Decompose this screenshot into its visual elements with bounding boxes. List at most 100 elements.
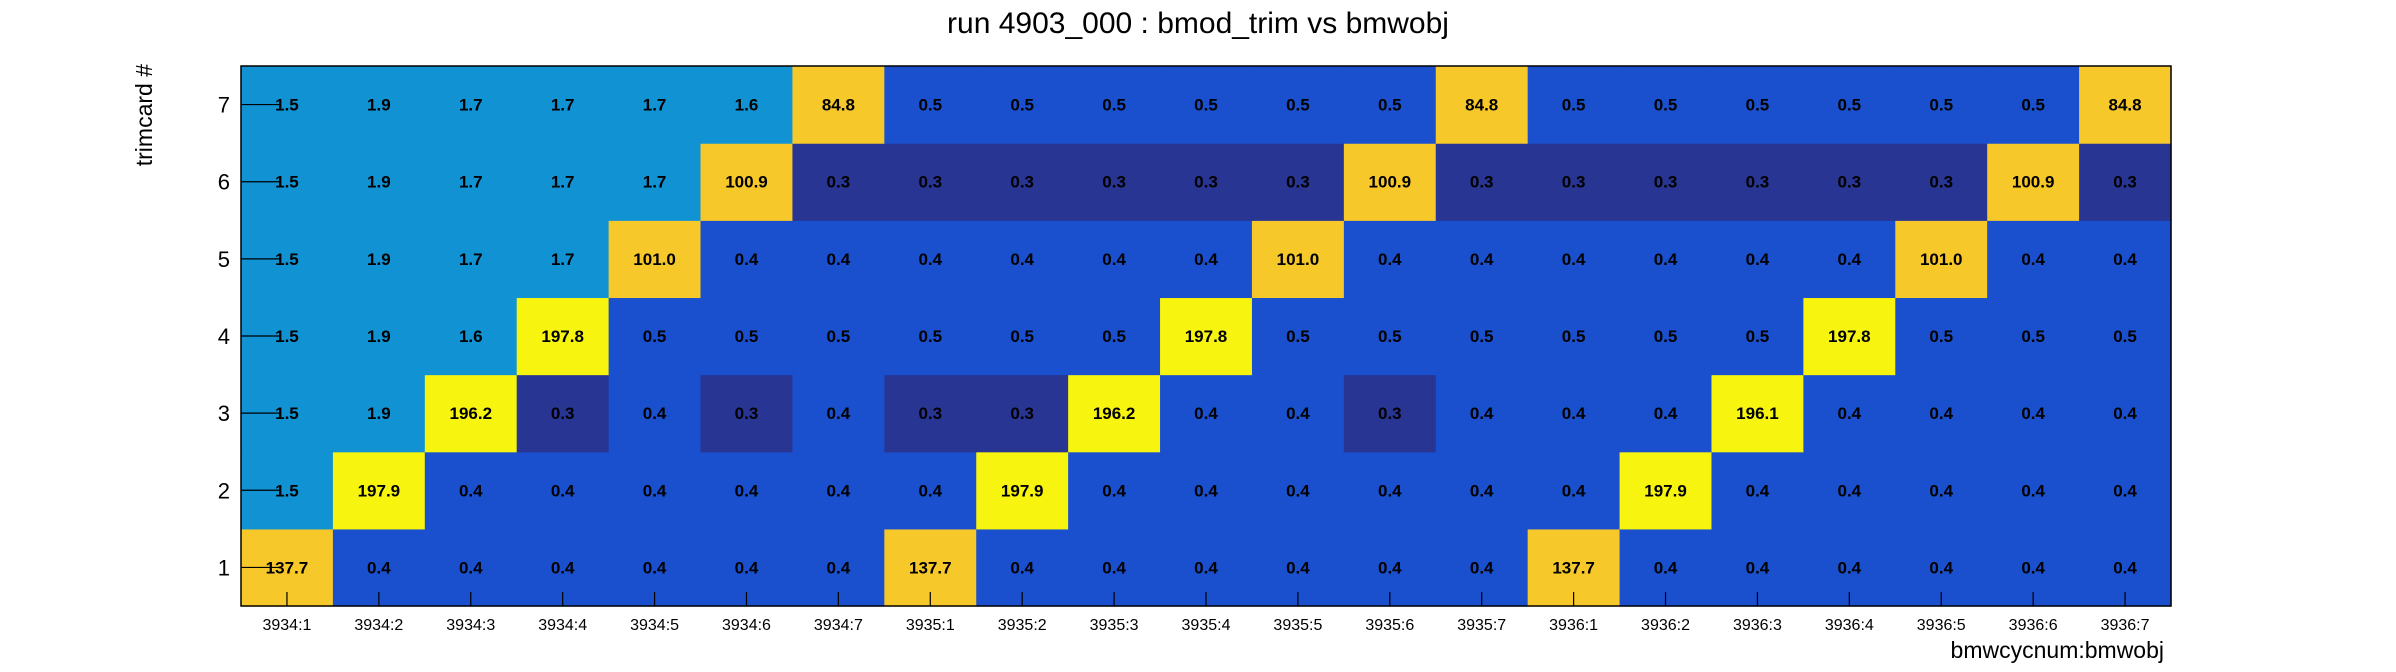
cell-value-label: 0.4	[827, 558, 851, 577]
y-tick-label: 7	[218, 93, 230, 118]
cell-value-label: 0.5	[918, 96, 942, 115]
cell-value-label: 0.4	[1838, 558, 1862, 577]
cell-value-label: 0.4	[367, 558, 391, 577]
heatmap-cell	[424, 66, 518, 144]
heatmap-cell	[1527, 297, 1621, 376]
cell-value-label: 0.4	[1378, 558, 1402, 577]
x-tick-label: 3935:6	[1365, 617, 1414, 634]
heatmap-cell	[1251, 220, 1345, 299]
cell-value-label: 1.5	[275, 404, 299, 423]
heatmap-cell	[1619, 451, 1713, 530]
cell-value-label: 0.5	[735, 327, 759, 346]
heatmap-cell	[1803, 143, 1896, 221]
x-tick-label: 3935:1	[906, 617, 955, 634]
cell-value-label: 1.7	[551, 96, 575, 115]
heatmap-cell	[332, 66, 426, 144]
cell-value-label: 0.3	[1654, 173, 1678, 192]
cell-value-label: 0.3	[1838, 173, 1862, 192]
cell-value-label: 1.6	[459, 327, 483, 346]
heatmap-cell	[1435, 297, 1529, 376]
cell-value-label: 0.5	[827, 327, 851, 346]
cell-value-label: 0.4	[1470, 404, 1494, 423]
x-tick-label: 3934:5	[630, 617, 679, 634]
heatmap-cell	[884, 451, 977, 530]
heatmap-cell	[1527, 220, 1621, 299]
heatmap-cell	[1160, 143, 1253, 221]
cell-value-label: 0.4	[2113, 481, 2137, 500]
cell-value-label: 0.3	[1929, 173, 1953, 192]
heatmap-cell	[1160, 220, 1253, 299]
cell-value-label: 0.4	[1838, 250, 1862, 269]
heatmap-cell	[608, 220, 702, 299]
cell-value-label: 84.8	[2109, 96, 2142, 115]
cell-value-label: 0.3	[1194, 173, 1218, 192]
heatmap-cell	[1527, 66, 1621, 144]
heatmap-cell	[884, 374, 977, 453]
cell-value-label: 0.4	[643, 404, 667, 423]
heatmap-cell	[1068, 374, 1161, 453]
cell-value-label: 84.8	[822, 96, 855, 115]
cell-value-label: 0.4	[1286, 558, 1310, 577]
cell-value-label: 0.4	[2021, 404, 2045, 423]
heatmap-cell	[1343, 220, 1437, 299]
x-tick-label: 3935:7	[1457, 617, 1506, 634]
heatmap-cell	[332, 220, 426, 299]
heatmap-cell	[1987, 143, 2080, 221]
cell-value-label: 1.7	[459, 250, 483, 269]
heatmap-cell	[1160, 66, 1253, 144]
cell-value-label: 0.5	[2113, 327, 2137, 346]
cell-value-label: 0.5	[1194, 96, 1218, 115]
heatmap-cell	[1895, 220, 1988, 299]
x-tick-label: 3935:3	[1090, 617, 1139, 634]
heatmap-cell	[1343, 66, 1437, 144]
cell-value-label: 197.9	[1001, 481, 1044, 500]
heatmap-cell	[424, 220, 518, 299]
cell-value-label: 0.3	[1010, 404, 1034, 423]
heatmap-cell	[424, 451, 518, 530]
heatmap-cell	[1251, 66, 1345, 144]
cell-value-label: 0.4	[2021, 250, 2045, 269]
cell-value-label: 0.4	[918, 250, 942, 269]
heatmap-cell	[1803, 374, 1896, 453]
heatmap-cell	[1803, 297, 1896, 376]
heatmap-cell	[700, 297, 794, 376]
x-tick-label: 3936:3	[1733, 617, 1782, 634]
heatmap-cell	[1068, 143, 1161, 221]
cell-value-label: 0.4	[1746, 558, 1770, 577]
cell-value-label: 1.9	[367, 96, 391, 115]
heatmap-cell	[792, 374, 885, 453]
cell-value-label: 1.5	[275, 173, 299, 192]
heatmap-cell	[424, 143, 518, 221]
cell-value-label: 0.4	[2021, 481, 2045, 500]
heatmap-cell	[1527, 374, 1621, 453]
cell-value-label: 0.3	[1010, 173, 1034, 192]
cell-value-label: 0.4	[643, 558, 667, 577]
heatmap-cell	[1895, 66, 1988, 144]
cell-value-label: 0.5	[1746, 96, 1770, 115]
cell-value-label: 0.5	[1746, 327, 1770, 346]
cell-value-label: 197.8	[541, 327, 584, 346]
cell-value-label: 1.6	[735, 96, 759, 115]
cell-value-label: 0.4	[459, 481, 483, 500]
heatmap-cell	[1803, 451, 1896, 530]
cell-value-label: 0.4	[1286, 481, 1310, 500]
x-tick-label: 3936:7	[2101, 617, 2150, 634]
x-tick-label: 3936:6	[2009, 617, 2058, 634]
y-tick-label: 2	[218, 478, 230, 503]
cell-value-label: 101.0	[1277, 250, 1320, 269]
cell-value-label: 197.8	[1185, 327, 1228, 346]
cell-value-label: 0.4	[1378, 250, 1402, 269]
cell-value-label: 0.4	[1654, 558, 1678, 577]
cell-value-label: 0.5	[1929, 327, 1953, 346]
cell-value-label: 0.4	[1194, 481, 1218, 500]
heatmap-cell	[1527, 451, 1621, 530]
heatmap-cell	[2079, 143, 2172, 221]
cell-value-label: 0.4	[1194, 250, 1218, 269]
x-tick-label: 3934:2	[354, 617, 403, 634]
cell-value-label: 0.5	[1010, 96, 1034, 115]
cell-value-label: 0.4	[1746, 250, 1770, 269]
cell-value-label: 197.8	[1828, 327, 1871, 346]
chart-title: run 4903_000 : bmod_trim vs bmwobj	[947, 7, 1449, 40]
y-tick-label: 1	[218, 555, 230, 580]
